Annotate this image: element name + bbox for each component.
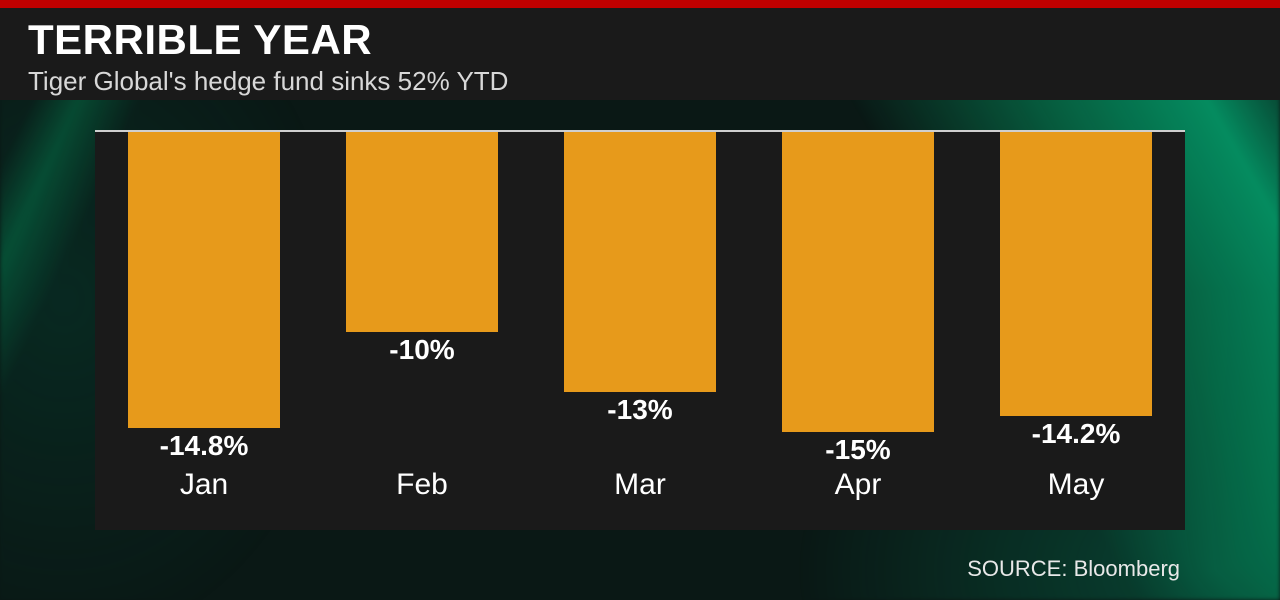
- chart-title: TERRIBLE YEAR: [28, 16, 1252, 64]
- source-prefix: SOURCE:: [967, 556, 1067, 581]
- bar-value-label: -13%: [564, 394, 717, 426]
- bar: [1000, 132, 1153, 416]
- bar-value-label: -15%: [782, 434, 935, 466]
- bar-value-label: -14.8%: [128, 430, 281, 462]
- category-label: Apr: [749, 468, 967, 502]
- bar-value-label: -10%: [346, 334, 499, 366]
- bar-chart: -14.8% Jan -10% Feb -13% Mar -15%Apr -14.2% May: [95, 130, 1185, 530]
- header: TERRIBLE YEAR Tiger Global's hedge fund …: [0, 8, 1280, 100]
- bar-value-label: -14.2%: [1000, 418, 1153, 450]
- category-label: May: [967, 468, 1185, 502]
- category-label: Jan: [95, 468, 313, 502]
- source-name: Bloomberg: [1074, 556, 1180, 581]
- bar: [128, 132, 281, 428]
- bar: [782, 132, 935, 432]
- top-accent-bar: [0, 0, 1280, 8]
- bar: [564, 132, 717, 392]
- source-attribution: SOURCE: Bloomberg: [967, 556, 1180, 582]
- category-label: Feb: [313, 468, 531, 502]
- chart-subtitle: Tiger Global's hedge fund sinks 52% YTD: [28, 66, 1252, 97]
- category-label: Mar: [531, 468, 749, 502]
- bar: [346, 132, 499, 332]
